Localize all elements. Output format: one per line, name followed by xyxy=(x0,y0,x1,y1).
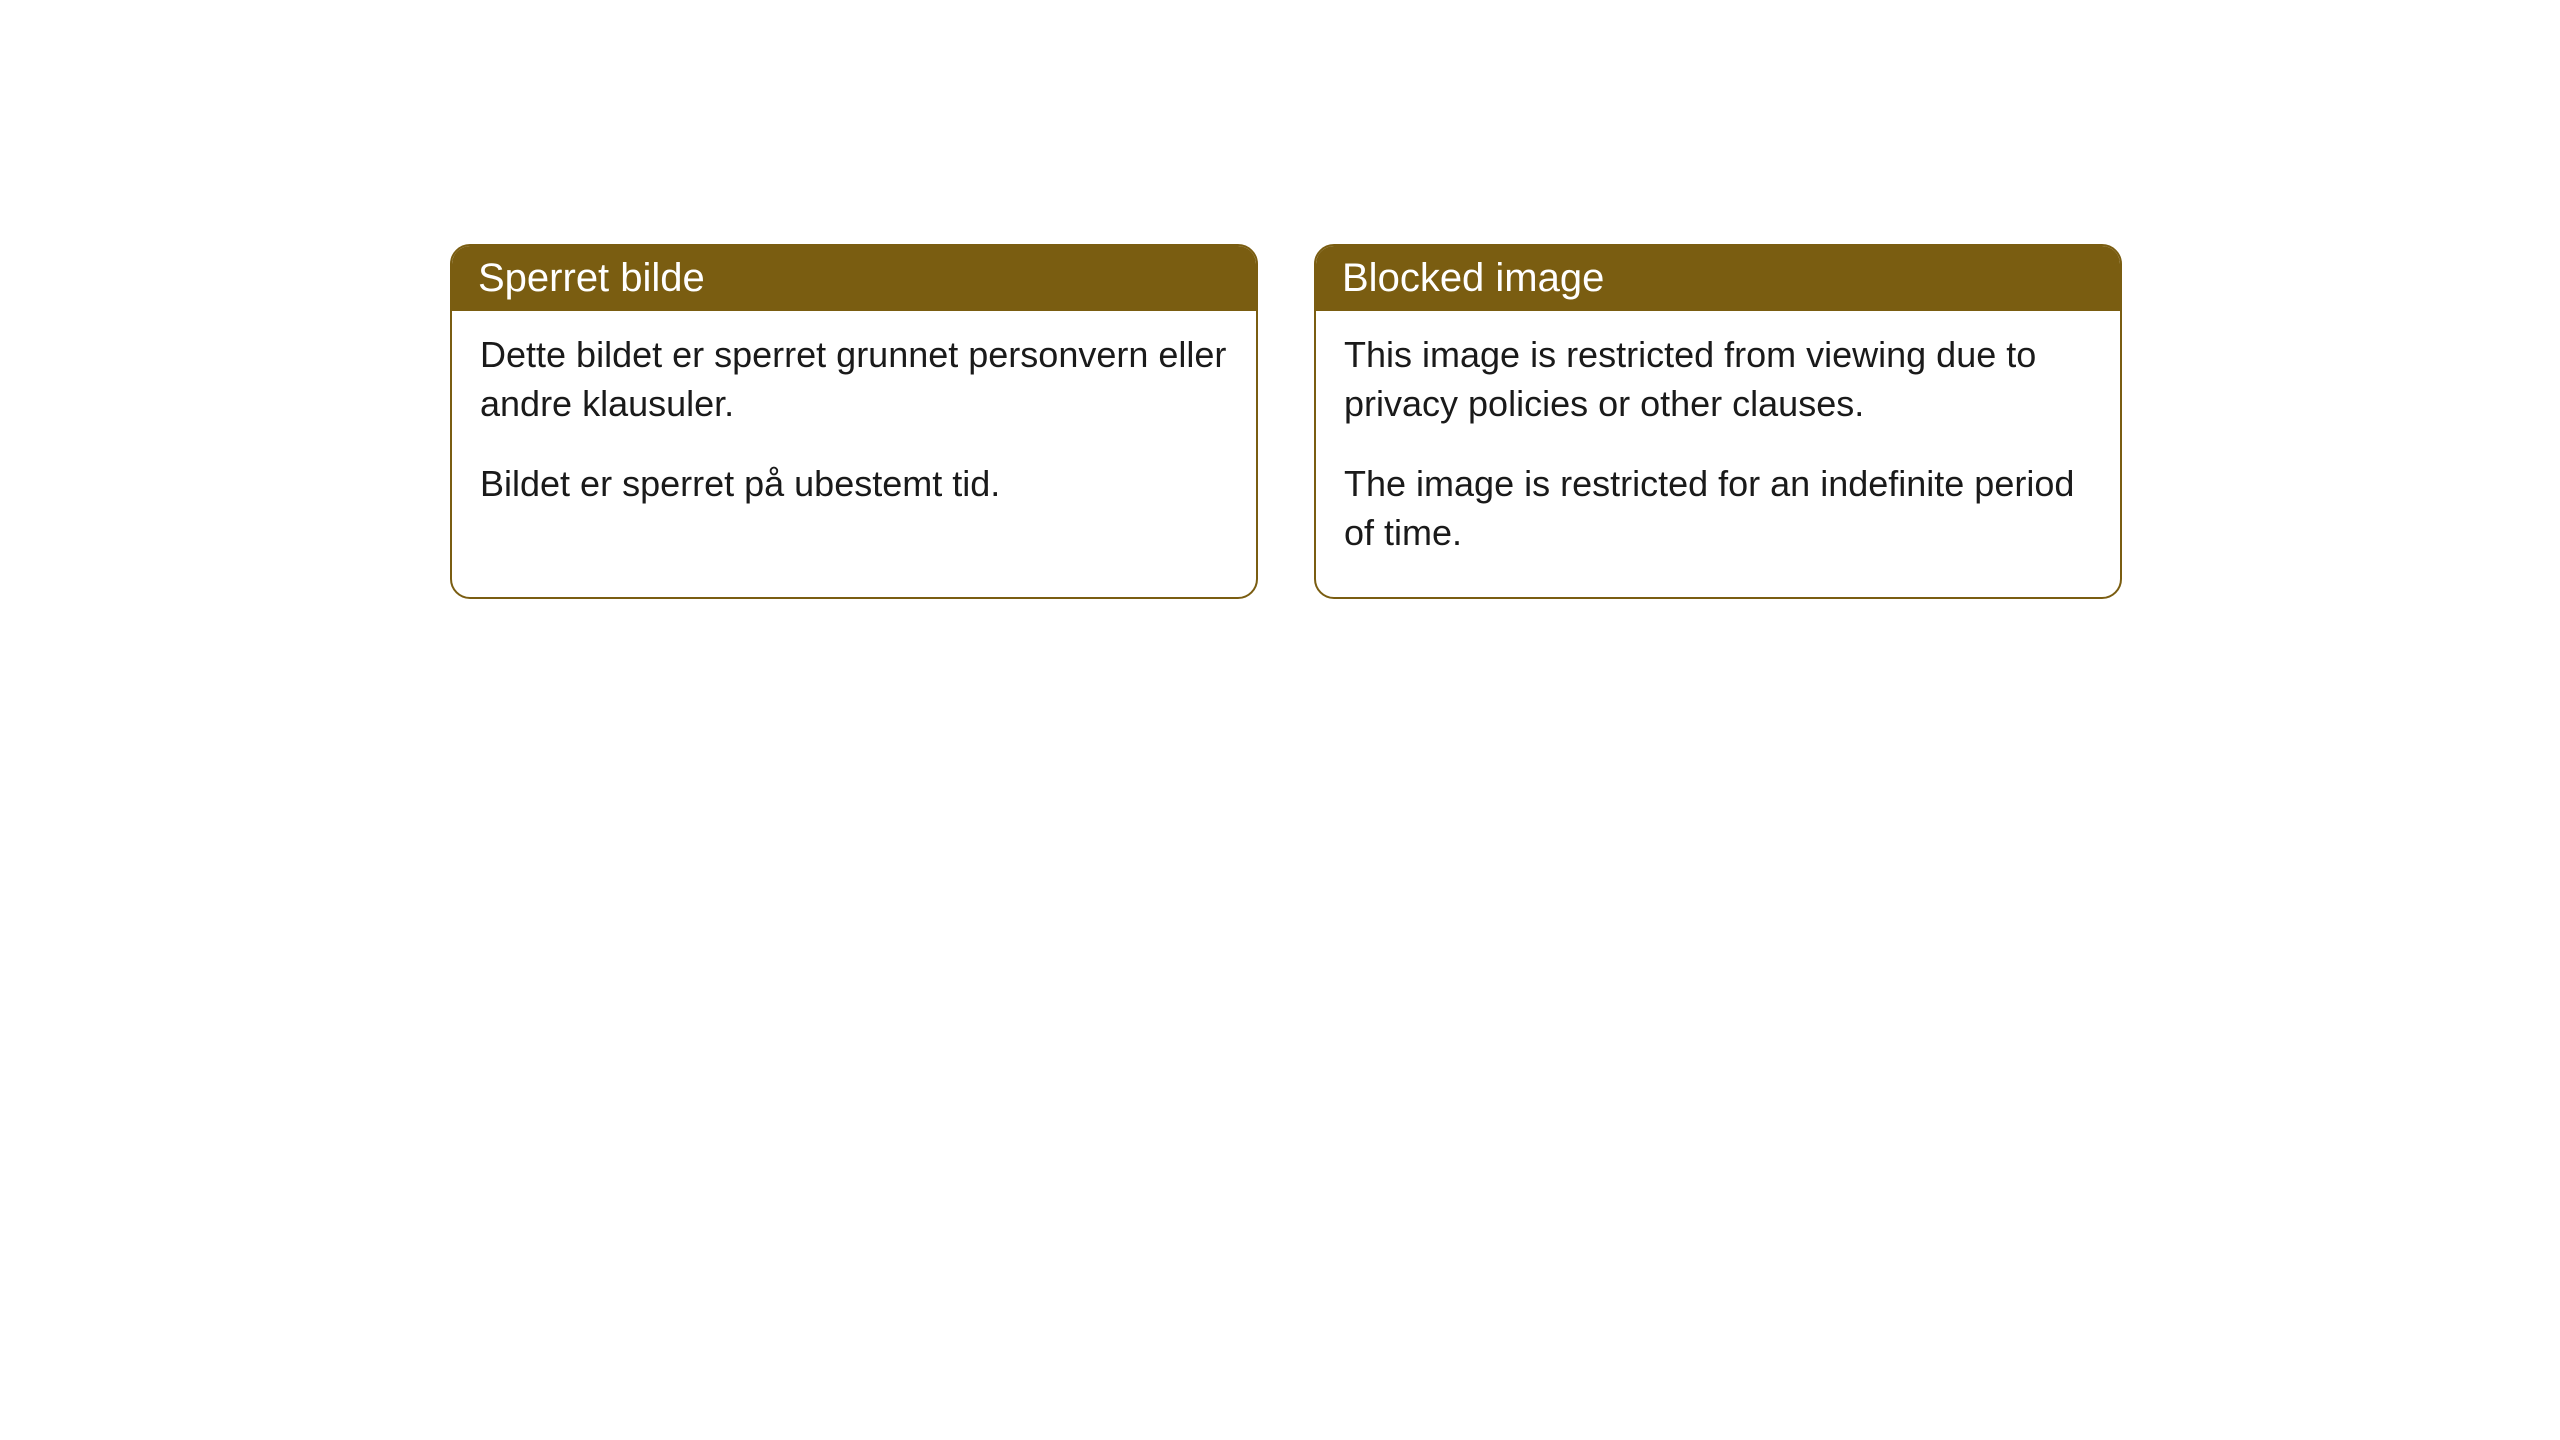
card-header-english: Blocked image xyxy=(1316,246,2120,311)
card-english: Blocked image This image is restricted f… xyxy=(1314,244,2122,599)
cards-container: Sperret bilde Dette bildet er sperret gr… xyxy=(450,244,2122,599)
card-body-english: This image is restricted from viewing du… xyxy=(1316,311,2120,597)
card-text-english-1: This image is restricted from viewing du… xyxy=(1344,331,2092,428)
card-header-norwegian: Sperret bilde xyxy=(452,246,1256,311)
card-text-norwegian-1: Dette bildet er sperret grunnet personve… xyxy=(480,331,1228,428)
card-body-norwegian: Dette bildet er sperret grunnet personve… xyxy=(452,311,1256,549)
card-text-norwegian-2: Bildet er sperret på ubestemt tid. xyxy=(480,460,1228,509)
card-norwegian: Sperret bilde Dette bildet er sperret gr… xyxy=(450,244,1258,599)
card-text-english-2: The image is restricted for an indefinit… xyxy=(1344,460,2092,557)
